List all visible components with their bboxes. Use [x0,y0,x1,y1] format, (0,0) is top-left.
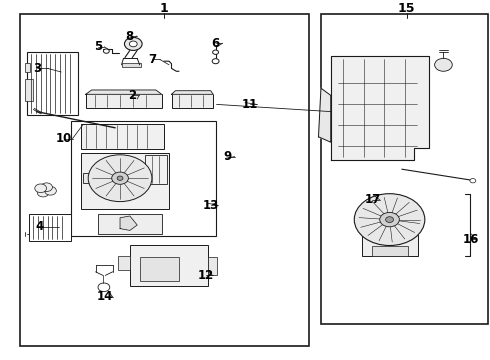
Circle shape [213,50,219,54]
Bar [20,14,309,346]
Bar [208,257,217,275]
Text: 1: 1 [160,3,169,15]
Text: 15: 15 [398,3,416,15]
Circle shape [212,59,219,64]
Text: 17: 17 [364,193,381,206]
Text: 5: 5 [94,40,102,53]
Polygon shape [172,91,213,94]
Bar [81,153,169,209]
Circle shape [435,58,452,71]
Circle shape [98,283,110,292]
Bar [71,121,216,236]
Text: 8: 8 [126,30,134,42]
Circle shape [354,194,425,246]
Bar [321,14,488,324]
Circle shape [380,212,399,227]
Circle shape [35,184,47,193]
Bar [83,173,112,183]
Bar [86,94,162,108]
Bar [24,79,33,101]
Bar [172,94,213,108]
Circle shape [112,172,128,184]
Polygon shape [120,216,137,230]
Text: 4: 4 [35,220,43,233]
Polygon shape [331,56,429,160]
Bar [81,124,164,149]
Text: 14: 14 [97,291,114,303]
Circle shape [37,188,49,197]
Bar [98,214,162,234]
Circle shape [45,186,56,195]
Circle shape [124,37,142,50]
Bar [118,256,130,270]
Bar [122,63,141,67]
Bar [140,257,179,281]
Circle shape [129,41,137,47]
Text: 10: 10 [55,132,72,145]
Bar [130,245,208,286]
Text: 11: 11 [242,98,258,111]
Circle shape [386,217,393,222]
Bar [362,235,418,256]
Text: 3: 3 [33,62,41,75]
Text: 12: 12 [197,269,214,282]
Circle shape [470,179,476,183]
Bar [27,52,78,115]
Polygon shape [86,90,162,94]
Text: 7: 7 [148,53,156,66]
Circle shape [88,155,152,202]
Circle shape [103,49,109,53]
Text: 9: 9 [224,150,232,163]
Circle shape [41,183,52,192]
Bar [372,246,408,256]
Bar [29,214,71,241]
Text: 13: 13 [202,199,219,212]
Circle shape [117,176,123,180]
Polygon shape [318,88,331,142]
Bar [24,63,30,72]
Bar [145,155,167,184]
Text: 16: 16 [462,233,479,246]
Text: 2: 2 [128,89,136,102]
Text: 6: 6 [212,37,220,50]
